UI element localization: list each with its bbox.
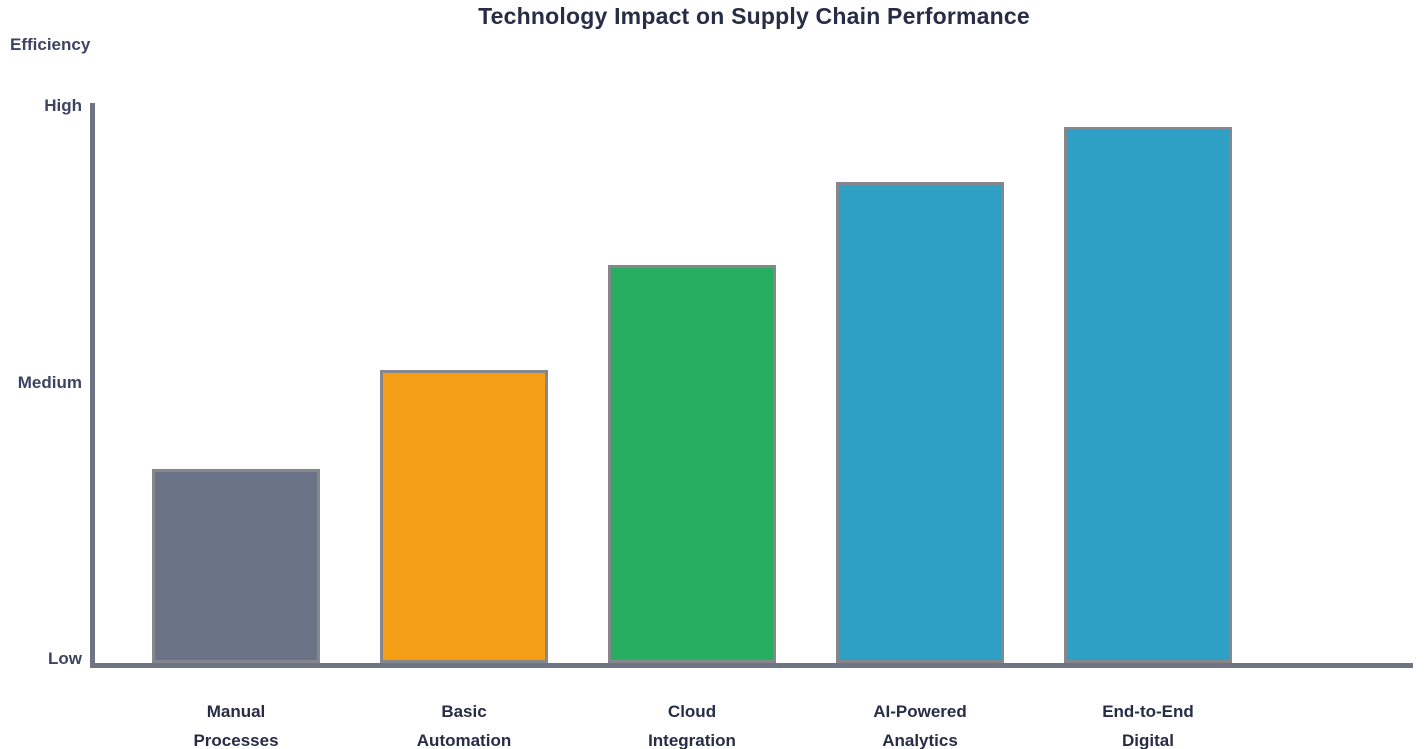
bar-cloud-integration	[608, 265, 776, 663]
y-tick-label-medium: Medium	[17, 372, 82, 392]
y-axis-label: Efficiency	[10, 35, 91, 54]
x-category-label-end-to-end-digital: End-to-End Digital	[1102, 702, 1194, 749]
y-tick-label-low: Low	[48, 649, 82, 668]
bar-end-to-end-digital	[1064, 127, 1232, 663]
bar-manual-processes	[152, 469, 320, 663]
x-category-label-cloud-integration: Cloud Integration	[648, 702, 736, 749]
bar-basic-automation	[380, 370, 548, 663]
plot-area	[95, 110, 1413, 663]
x-category-label-basic-automation: Basic Automation	[416, 702, 512, 749]
x-category-label-manual-processes: Manual Processes	[193, 702, 279, 749]
y-tick-label-high: High	[44, 96, 82, 115]
bar-ai-powered-analytics	[836, 182, 1004, 663]
chart-title: Technology Impact on Supply Chain Perfor…	[478, 3, 1030, 29]
y-axis-spine	[90, 103, 95, 668]
x-category-label-ai-powered-analytics: AI-Powered Analytics	[873, 702, 967, 749]
x-axis-spine	[90, 663, 1413, 668]
